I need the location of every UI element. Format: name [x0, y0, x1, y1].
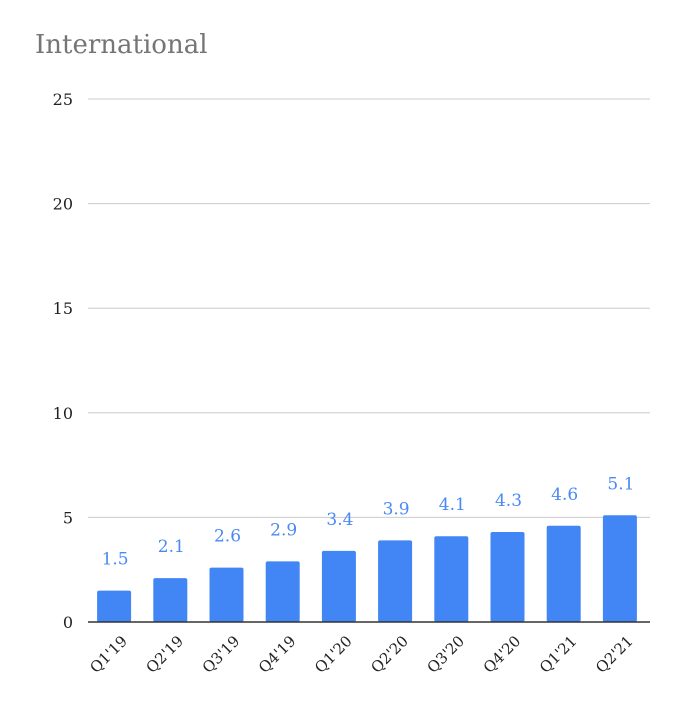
x-tick-label: Q1'19	[86, 632, 131, 677]
y-tick-label: 0	[63, 613, 73, 632]
data-label: 2.9	[270, 520, 297, 540]
bar	[97, 590, 132, 622]
data-label: 1.5	[102, 550, 129, 570]
data-label: 4.3	[495, 491, 522, 511]
bars	[97, 515, 637, 622]
bar	[434, 536, 469, 622]
gridlines	[88, 98, 650, 518]
x-tick-label: Q2'20	[367, 632, 412, 677]
y-tick-label: 20	[53, 195, 73, 214]
bar	[546, 525, 581, 622]
y-tick-label: 5	[63, 508, 73, 527]
x-tick-label: Q2'21	[592, 632, 637, 677]
data-label: 3.4	[326, 510, 353, 530]
data-label: 4.6	[551, 485, 578, 505]
bar	[378, 540, 413, 622]
x-tick-label: Q3'19	[199, 632, 244, 677]
y-tick-label: 25	[53, 90, 73, 109]
x-axis-category-labels: Q1'19 Q2'19 Q3'19 Q4'19 Q1'20 Q2'20 Q3'20 Q4'20…	[86, 632, 636, 677]
data-label: 4.1	[439, 495, 466, 515]
data-label: 2.6	[214, 527, 241, 547]
x-tick-label: Q2'19	[143, 632, 188, 677]
y-tick-label: 15	[53, 299, 73, 318]
x-tick-label: Q1'20	[311, 632, 356, 677]
bar	[153, 578, 188, 622]
y-axis-tick-labels: 0 5 10 15 20 25	[53, 90, 73, 632]
bar	[265, 561, 300, 622]
x-tick-label: Q4'19	[255, 632, 300, 677]
data-label: 3.9	[383, 499, 410, 519]
chart-title: International	[35, 30, 208, 60]
bar	[321, 550, 356, 622]
data-labels: 1.5 2.1 2.6 2.9 3.4 3.9 4.1 4.3 4.6 5.1	[102, 474, 635, 569]
x-tick-label: Q1'21	[536, 632, 581, 677]
y-tick-label: 10	[53, 404, 73, 423]
data-label: 2.1	[158, 537, 185, 557]
x-tick-label: Q4'20	[480, 632, 525, 677]
bar	[209, 567, 244, 622]
data-label: 5.1	[607, 474, 634, 494]
bar	[490, 532, 525, 622]
x-tick-label: Q3'20	[424, 632, 469, 677]
bar	[602, 515, 637, 622]
